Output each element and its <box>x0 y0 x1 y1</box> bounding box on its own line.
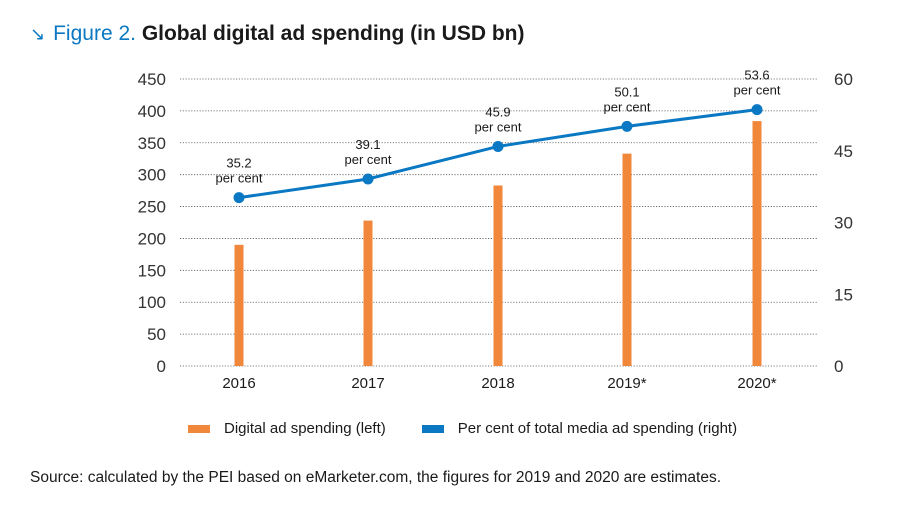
bar <box>752 121 762 367</box>
x-tick-label: 2018 <box>481 375 514 392</box>
data-label: 35.2 per cent <box>216 156 263 186</box>
figure-label: Figure 2. <box>53 22 136 45</box>
x-tick-label: 2017 <box>351 375 384 392</box>
bar <box>493 185 503 366</box>
line-point <box>362 173 374 185</box>
right-tick-label: 45 <box>834 142 853 161</box>
line-series: 35.2 per cent 39.1 per cent 45.9 per cent 50.1… <box>216 68 781 204</box>
right-axis-ticks: 60 45 30 15 0 <box>834 70 853 376</box>
right-tick-label: 0 <box>834 357 843 376</box>
source-note: Source: calculated by the PEI based on e… <box>30 469 722 486</box>
bar <box>234 244 244 366</box>
x-axis-ticks: 2016 2017 2018 2019* 2020* <box>222 375 776 392</box>
legend-label-line: Per cent of total media ad spending (rig… <box>457 420 738 437</box>
left-tick-label: 50 <box>147 325 166 344</box>
left-tick-label: 250 <box>138 198 166 217</box>
left-tick-label: 400 <box>138 102 166 121</box>
line-point <box>621 120 633 132</box>
bar-series <box>234 121 762 367</box>
legend-swatch-line <box>421 424 444 433</box>
x-tick-label: 2019* <box>607 375 646 392</box>
chart-title: Global digital ad spending (in USD bn) <box>141 22 525 45</box>
left-axis-ticks: 450 400 350 300 250 200 150 100 50 0 <box>138 70 166 376</box>
line-point <box>233 192 245 204</box>
arrow-down-right-icon: ↘ <box>30 24 46 44</box>
data-label: 39.1 per cent <box>345 137 392 167</box>
left-tick-label: 150 <box>138 261 166 280</box>
data-label: 50.1 per cent <box>604 84 651 114</box>
line-point <box>492 140 504 152</box>
left-tick-label: 350 <box>138 134 166 153</box>
line-point <box>751 104 763 116</box>
legend-item-bar: Digital ad spending (left) <box>188 420 386 437</box>
left-tick-label: 200 <box>138 229 166 248</box>
legend-item-line: Per cent of total media ad spending (rig… <box>421 420 738 437</box>
right-tick-label: 30 <box>834 214 853 233</box>
left-tick-label: 0 <box>157 357 166 376</box>
figure-title: ↘ Figure 2. Global digital ad spending (i… <box>30 22 524 46</box>
right-tick-label: 60 <box>834 70 853 89</box>
legend-swatch-bar <box>188 424 210 433</box>
data-label: 45.9 per cent <box>475 104 522 134</box>
data-label: 53.6 per cent <box>734 68 781 98</box>
legend-label-bar: Digital ad spending (left) <box>224 420 386 437</box>
x-tick-label: 2016 <box>222 375 255 392</box>
bar <box>363 220 373 366</box>
x-tick-label: 2020* <box>737 375 776 392</box>
left-tick-label: 450 <box>138 70 166 89</box>
left-tick-label: 300 <box>138 166 166 185</box>
left-tick-label: 100 <box>138 293 166 312</box>
right-tick-label: 15 <box>834 285 853 304</box>
bar <box>622 153 632 366</box>
legend: Digital ad spending (left) Per cent of t… <box>188 420 773 437</box>
